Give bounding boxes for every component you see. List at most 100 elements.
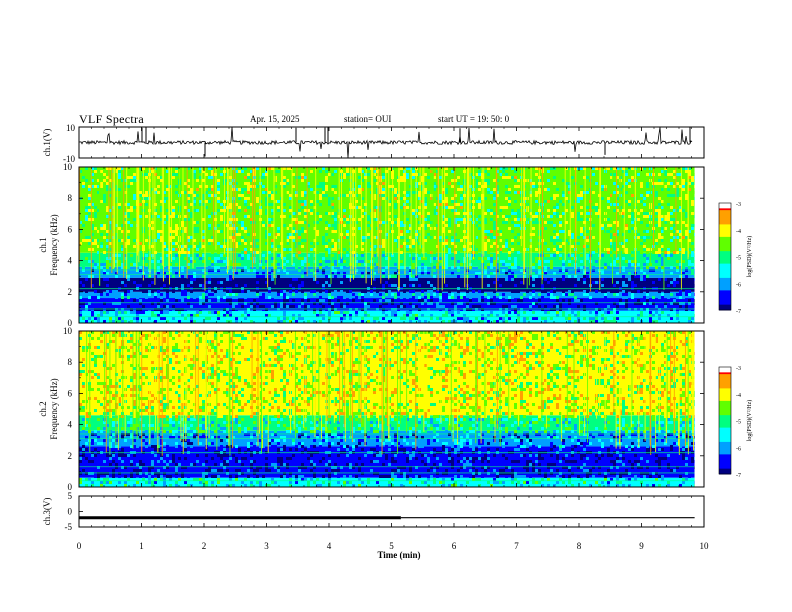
ch1-spectrogram-cell [124, 251, 127, 254]
ch1-spectrogram-cell [631, 221, 634, 224]
ch1-spectrogram-cell [631, 284, 634, 287]
ch1-spectrogram-cell [157, 305, 160, 308]
ch1-spectrogram-cell [493, 206, 496, 209]
ch1-spectrogram-cell [688, 299, 691, 302]
ch1-spectrogram-cell [460, 215, 463, 218]
ch1-spectrogram-cell [151, 299, 154, 302]
ch1-spectrogram-cell [256, 251, 259, 254]
ch1-spectrogram-cell [142, 290, 145, 293]
ch1-spectrogram-cell [460, 182, 463, 185]
ch1-spectrogram-cell [394, 308, 397, 311]
ch1-spectrogram-cell [376, 275, 379, 278]
ch1-spectrogram-cell [427, 188, 430, 191]
ch1-spectrogram-cell [661, 227, 664, 230]
ch1-spectrogram-cell [571, 233, 574, 236]
ch1-spectrogram-cell [418, 278, 421, 281]
ch1-spectrogram-cell [676, 269, 679, 272]
ch1-spectrogram-cell [298, 230, 301, 233]
ch1-spectrogram-cell [367, 272, 370, 275]
ch1-spectrogram-cell [283, 293, 286, 296]
ch1-spectrogram-cell [124, 185, 127, 188]
ch1-spectrogram-cell [679, 317, 682, 320]
ch1-spectrogram-cell [613, 209, 616, 212]
ch1-spectrogram-cell [238, 284, 241, 287]
ch1-spectrogram-cell [496, 293, 499, 296]
ch1-spectrogram-cell [595, 320, 598, 323]
ch1-spectrogram-cell [568, 206, 571, 209]
ch1-spectrogram-cell [544, 311, 547, 314]
ch1-spectrogram-cell [79, 296, 82, 299]
ch1-spectrogram-cell [451, 200, 454, 203]
ch1-spectrogram-cell [556, 188, 559, 191]
ch1-spectrogram-cell [238, 173, 241, 176]
ch1-spectrogram-cell [676, 173, 679, 176]
ch1-spectrogram-cell [625, 221, 628, 224]
ch1-spectrogram-cell [580, 299, 583, 302]
ch1-spectrogram-cell [394, 272, 397, 275]
ch1-spectrogram-cell [511, 167, 514, 170]
ch1-spectrogram-cell [382, 242, 385, 245]
ch1-spectrogram-cell [169, 272, 172, 275]
ch1-spectrogram-cell [556, 305, 559, 308]
ch1-spectrogram-cell [682, 209, 685, 212]
ch1-spectrogram-cell [628, 230, 631, 233]
ch1-spectrogram-cell [565, 170, 568, 173]
ch1-spectrogram-cell [100, 290, 103, 293]
ch1-spectrogram-cell [346, 194, 349, 197]
ch1-spectrogram-cell [211, 194, 214, 197]
ch1-spectrogram-cell [133, 299, 136, 302]
ch1-spectrogram-cell [502, 206, 505, 209]
ch1-spectrogram-cell [532, 317, 535, 320]
ch1-spectrogram-cell [490, 194, 493, 197]
ch1-spectrogram-cell [616, 245, 619, 248]
ch1-spectrogram-cell [109, 263, 112, 266]
ch1-spectrogram-cell [184, 263, 187, 266]
ch1-spectrogram-cell [436, 233, 439, 236]
ch1-spectrogram-cell [127, 317, 130, 320]
ch1-spectrogram-cell [400, 179, 403, 182]
ch1-spectrogram-cell [583, 302, 586, 305]
ch1-spectrogram-cell [391, 293, 394, 296]
ch1-spectrogram-cell [277, 314, 280, 317]
ch1-spectrogram-cell [505, 197, 508, 200]
ch1-spectrogram-cell [679, 296, 682, 299]
ch1-spectrogram-cell [169, 185, 172, 188]
ch1-spectrogram-cell [562, 176, 565, 179]
ch1-spectrogram-cell [499, 224, 502, 227]
ch1-spectrogram-cell [355, 200, 358, 203]
ch1-spectrogram-cell [127, 278, 130, 281]
ch1-spectrogram-cell [427, 200, 430, 203]
ch1-spectrogram-cell [568, 305, 571, 308]
ch1-spectrogram-cell [337, 311, 340, 314]
ch1-spectrogram-cell [628, 209, 631, 212]
ch1-spectrogram-cell [298, 284, 301, 287]
ch1-spectrogram-cell [628, 203, 631, 206]
ch1-spectrogram-cell [550, 254, 553, 257]
ch1-spectrogram-cell [562, 314, 565, 317]
ch1-spectrogram-cell [400, 251, 403, 254]
ch1-spectrogram-cell [85, 302, 88, 305]
ch1-spectrogram-cell [565, 272, 568, 275]
ch1-spectrogram-cell [484, 260, 487, 263]
ch1-spectrogram-cell [670, 227, 673, 230]
ch1-spectrogram-cell [250, 302, 253, 305]
ch1-spectrogram-cell [331, 254, 334, 257]
ch1-spectrogram-cell [238, 242, 241, 245]
ch1-spectrogram-cell [610, 194, 613, 197]
ch1-spectrogram-cell [316, 206, 319, 209]
ch1-spectrogram-cell [172, 275, 175, 278]
ch1-spectrogram-cell [478, 314, 481, 317]
ch1-spectrogram-cell [559, 302, 562, 305]
ch1-spectrogram-cell [517, 251, 520, 254]
ch1-spectrogram-cell [499, 260, 502, 263]
ch1-spectrogram-cell [430, 191, 433, 194]
ch1-spectrogram-cell [331, 263, 334, 266]
ch1-spectrogram-cell [121, 224, 124, 227]
ch1-spectrogram-cell [409, 290, 412, 293]
ch1-spectrogram-cell [406, 296, 409, 299]
ch1-spectrogram-cell [229, 290, 232, 293]
ch1-spectrogram-cell [244, 203, 247, 206]
ch1-spectrogram-cell [445, 284, 448, 287]
ch1-spectrogram-cell [271, 239, 274, 242]
